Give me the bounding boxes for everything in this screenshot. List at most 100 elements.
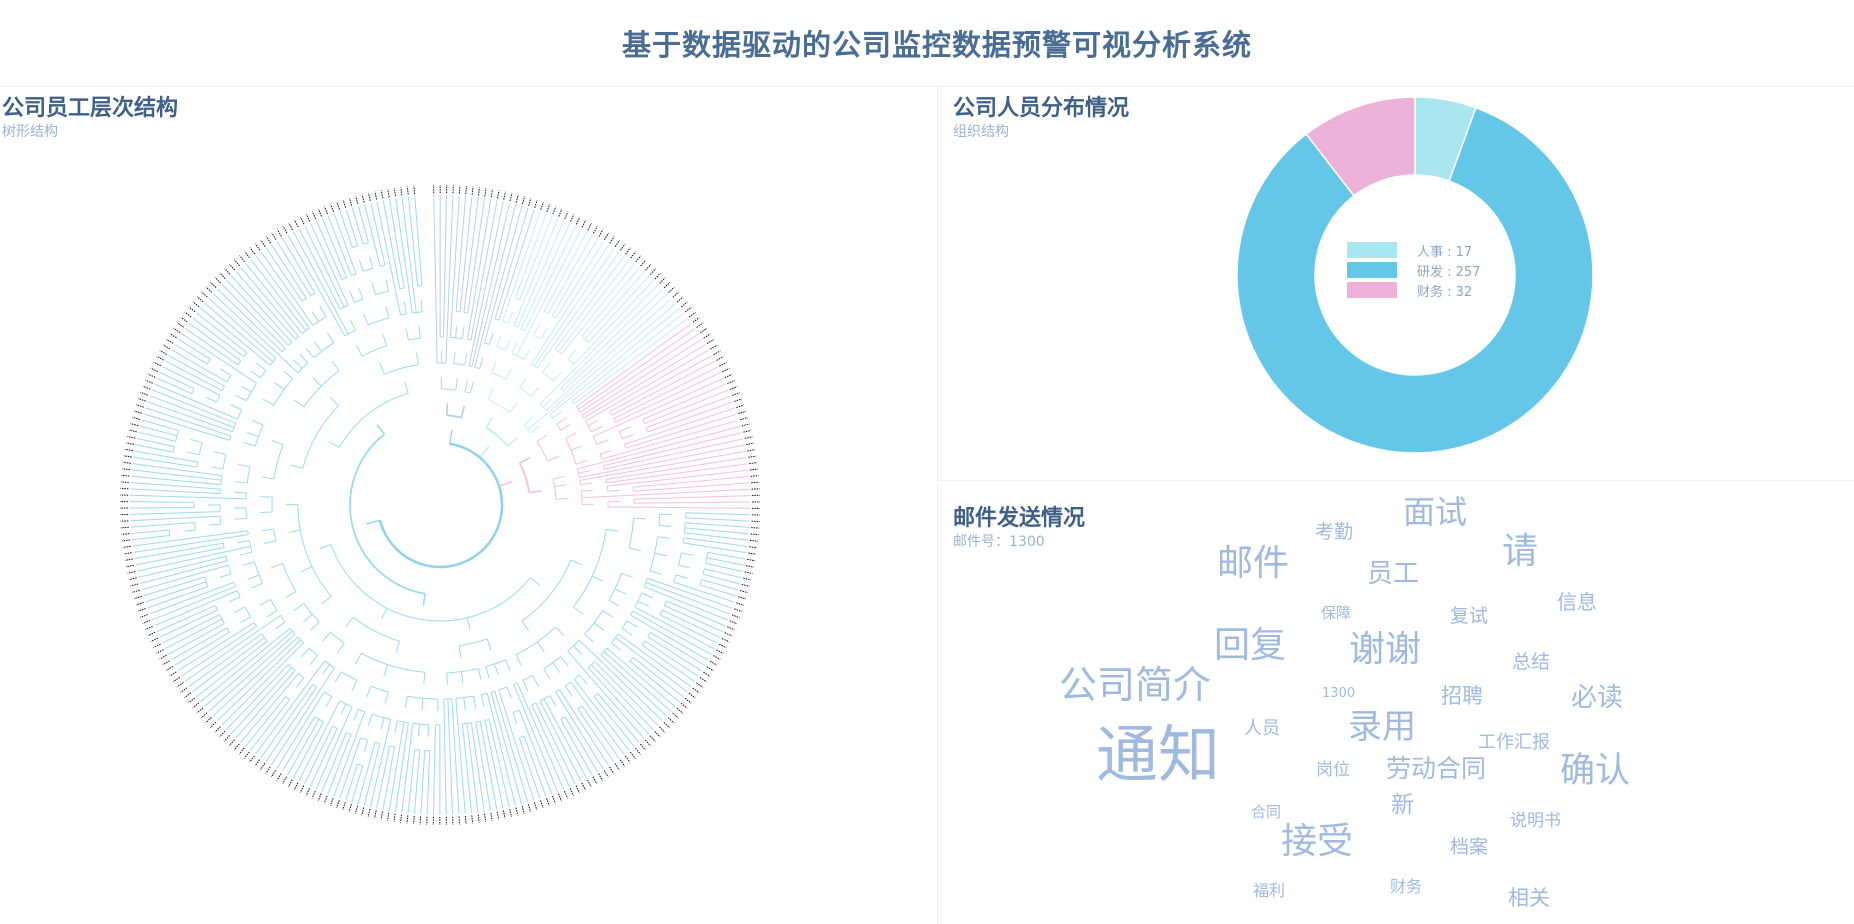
tree-leaf-label[interactable] — [145, 625, 153, 631]
word-cloud-term[interactable]: 财务 — [1390, 877, 1423, 896]
tree-leaf-label[interactable] — [749, 462, 758, 465]
tree-leaf-label[interactable] — [205, 286, 213, 293]
tree-leaf-label[interactable] — [132, 416, 141, 420]
tree-leaf-label[interactable] — [716, 649, 724, 655]
tree-leaf-label[interactable] — [465, 186, 467, 195]
tree-leaf-label[interactable] — [276, 773, 282, 781]
word-cloud-term[interactable]: 岗位 — [1316, 760, 1350, 780]
tree-leaf-label[interactable] — [400, 814, 402, 823]
tree-leaf-label[interactable] — [729, 386, 738, 390]
tree-leaf-label[interactable] — [254, 243, 261, 251]
tree-leaf-label[interactable] — [699, 677, 707, 683]
word-cloud-term[interactable]: 1300 — [1322, 686, 1356, 701]
donut-chart[interactable] — [1230, 90, 1600, 460]
tree-leaf-label[interactable] — [122, 461, 131, 464]
tree-leaf-label[interactable] — [336, 201, 340, 210]
tree-leaf-label[interactable] — [649, 735, 656, 742]
tree-leaf-label[interactable] — [570, 214, 575, 222]
tree-leaf-label[interactable] — [138, 398, 146, 402]
tree-leaf-label[interactable] — [527, 804, 532, 813]
tree-leaf-label[interactable] — [716, 356, 724, 361]
tree-leaf-label[interactable] — [684, 697, 692, 704]
tree-leaf-label[interactable] — [692, 687, 700, 694]
tree-leaf-label[interactable] — [330, 204, 334, 212]
tree-leaf-label[interactable] — [718, 643, 727, 649]
tree-leaf-label[interactable] — [137, 608, 146, 612]
tree-leaf-label[interactable] — [219, 730, 226, 738]
tree-leaf-label[interactable] — [503, 191, 506, 200]
tree-leaf-label[interactable] — [497, 190, 500, 199]
word-cloud-term[interactable]: 复试 — [1450, 605, 1489, 627]
tree-leaf-label[interactable] — [640, 743, 646, 751]
tree-leaf-label[interactable] — [140, 614, 149, 618]
tree-leaf-label[interactable] — [128, 429, 137, 433]
tree-leaf-label[interactable] — [124, 448, 133, 452]
word-cloud-term[interactable]: 请 — [1502, 531, 1539, 572]
tree-leaf-label[interactable] — [176, 322, 184, 328]
tree-leaf-label[interactable] — [563, 790, 569, 799]
tree-leaf-label[interactable] — [569, 788, 575, 796]
tree-leaf-label[interactable] — [630, 251, 636, 259]
tree-leaf-label[interactable] — [672, 291, 680, 298]
tree-leaf-label[interactable] — [741, 423, 750, 427]
tree-leaf-label[interactable] — [361, 194, 365, 203]
tree-leaf-label[interactable] — [496, 811, 500, 820]
donut-slice-研发[interactable] — [1236, 106, 1594, 454]
tree-leaf-label[interactable] — [150, 367, 159, 372]
tree-leaf-label[interactable] — [502, 810, 506, 819]
tree-leaf-label[interactable] — [361, 807, 365, 816]
tree-leaf-label[interactable] — [640, 259, 647, 267]
tree-leaf-label[interactable] — [305, 788, 310, 796]
tree-leaf-label[interactable] — [147, 373, 156, 378]
tree-leaf-label[interactable] — [736, 602, 745, 606]
tree-leaf-label[interactable] — [311, 790, 316, 799]
tree-leaf-label[interactable] — [738, 596, 747, 600]
tree-leaf-label[interactable] — [348, 804, 352, 812]
tree-leaf-label[interactable] — [713, 350, 721, 356]
tree-leaf-label[interactable] — [477, 814, 480, 823]
tree-leaf-label[interactable] — [521, 196, 526, 205]
tree-leaf-label[interactable] — [558, 793, 563, 802]
tree-leaf-label[interactable] — [731, 392, 740, 396]
tree-leaf-label[interactable] — [133, 410, 142, 414]
tree-leaf-label[interactable] — [696, 682, 704, 688]
tree-leaf-label[interactable] — [721, 638, 730, 643]
tree-leaf-label[interactable] — [663, 282, 671, 289]
tree-leaf-label[interactable] — [598, 773, 604, 781]
tree-leaf-label[interactable] — [614, 239, 621, 248]
word-cloud-term[interactable]: 相关 — [1508, 886, 1550, 910]
tree-leaf-label[interactable] — [663, 721, 670, 729]
tree-leaf-label[interactable] — [659, 726, 666, 733]
word-cloud-term[interactable]: 通知 — [1096, 718, 1221, 791]
tree-leaf-label[interactable] — [575, 785, 580, 794]
tree-leaf-label[interactable] — [738, 410, 747, 415]
tree-leaf-label[interactable] — [271, 232, 277, 240]
tree-leaf-label[interactable] — [184, 311, 192, 318]
tree-leaf-label[interactable] — [123, 552, 132, 555]
word-cloud-term[interactable]: 谢谢 — [1349, 629, 1422, 670]
tree-leaf-label[interactable] — [676, 296, 684, 303]
word-cloud-term[interactable]: 考勤 — [1315, 521, 1354, 543]
tree-leaf-label[interactable] — [668, 286, 675, 293]
tree-leaf-label[interactable] — [630, 751, 636, 759]
tree-leaf-label[interactable] — [744, 436, 753, 439]
tree-leaf-label[interactable] — [205, 717, 212, 724]
tree-leaf-label[interactable] — [153, 361, 162, 367]
word-cloud-term[interactable]: 合同 — [1251, 803, 1282, 821]
tree-leaf-label[interactable] — [354, 805, 359, 814]
tree-leaf-label[interactable] — [311, 211, 317, 220]
tree-leaf-label[interactable] — [731, 614, 740, 619]
tree-leaf-label[interactable] — [121, 474, 130, 477]
tree-leaf-label[interactable] — [736, 404, 745, 409]
word-cloud-term[interactable]: 录用 — [1348, 707, 1416, 747]
tree-leaf-label[interactable] — [471, 815, 474, 824]
tree-leaf-label[interactable] — [546, 204, 551, 213]
tree-leaf-label[interactable] — [142, 620, 151, 624]
tree-leaf-label[interactable] — [727, 626, 735, 631]
tree-leaf-label[interactable] — [393, 188, 396, 197]
tree-leaf-label[interactable] — [135, 601, 144, 606]
tree-leaf-label[interactable] — [219, 272, 226, 280]
word-cloud-term[interactable]: 确认 — [1560, 751, 1631, 791]
tree-leaf-label[interactable] — [162, 344, 171, 350]
tree-leaf-label[interactable] — [749, 546, 758, 549]
